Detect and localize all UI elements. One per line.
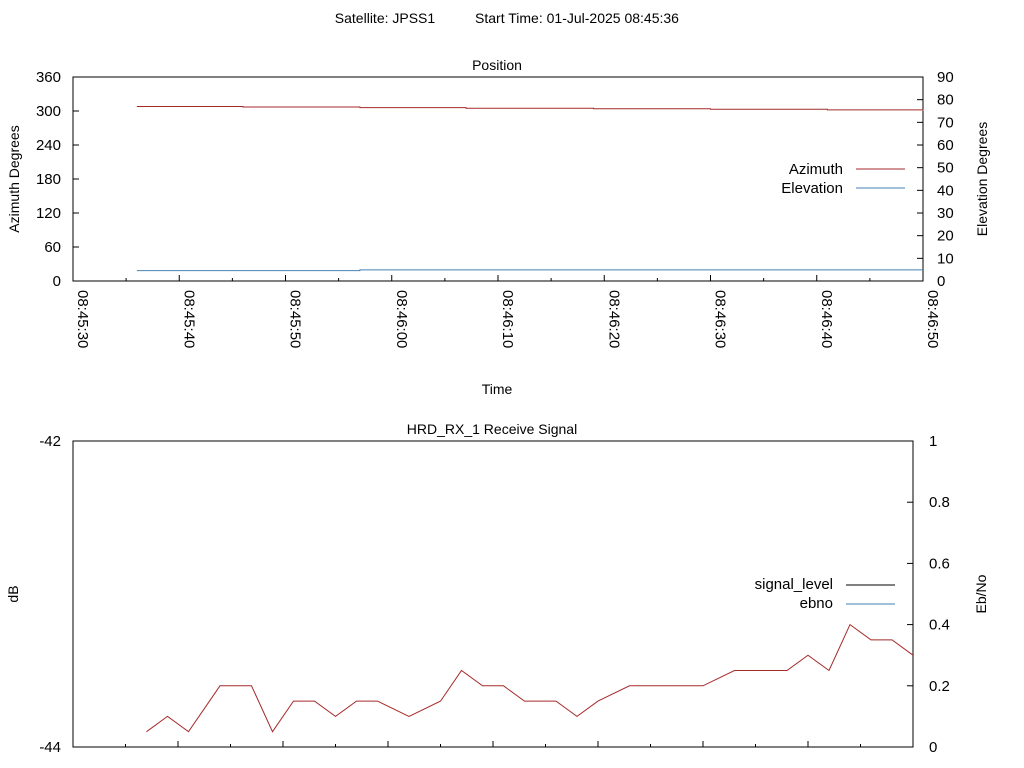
position-x-tick-label: 08:46:40 <box>818 290 835 348</box>
position-x-tick-label: 08:46:50 <box>924 290 941 348</box>
position-y-tick-label: 300 <box>36 103 61 120</box>
signal-y-tick-label: -44 <box>39 739 61 756</box>
signal-y2-tick-label: 0 <box>929 739 937 756</box>
position-x-tick-label: 08:46:30 <box>712 290 729 348</box>
signal-plot-frame <box>72 440 914 748</box>
signal-y-tick-label: -42 <box>39 433 61 450</box>
signal-title: HRD_RX_1 Receive Signal <box>407 421 577 437</box>
position-x-tick-label: 08:46:20 <box>605 290 622 348</box>
legend-elevation-label: Elevation <box>781 180 843 197</box>
position-y2-tick-label: 50 <box>937 160 954 177</box>
position-y2-tick-label: 30 <box>937 205 954 222</box>
position-y-tick-label: 360 <box>36 69 61 86</box>
position-y2label: Elevation Degrees <box>974 122 990 236</box>
azimuth-series-line <box>136 106 924 111</box>
position-x-tick-label: 08:45:30 <box>74 290 91 348</box>
signal-y2-tick-label: 0.6 <box>929 555 950 572</box>
position-y-tick-label: 120 <box>36 205 61 222</box>
signal-ylabel: dB <box>5 585 21 602</box>
position-x-tick-label: 08:45:50 <box>287 290 304 348</box>
position-y-tick-label: 180 <box>36 171 61 188</box>
position-xlabel: Time <box>482 381 513 397</box>
position-y-tick-label: 240 <box>36 137 61 154</box>
position-y2-tick-label: 90 <box>937 69 954 86</box>
position-y-tick-label: 0 <box>53 273 61 290</box>
position-ylabel: Azimuth Degrees <box>6 125 22 232</box>
signal-y2-tick-label: 0.4 <box>929 617 950 634</box>
position-y2-tick-label: 80 <box>937 92 954 109</box>
legend-azimuth-label: Azimuth <box>789 161 843 178</box>
position-title: Position <box>472 57 522 73</box>
position-x-tick-label: 08:46:00 <box>393 290 410 348</box>
position-chart: Position Azimuth Degrees Elevation Degre… <box>6 57 990 397</box>
position-y2-tick-label: 10 <box>937 250 954 267</box>
start-time-label: Start Time: 01-Jul-2025 08:45:36 <box>475 10 679 26</box>
legend-signal-level-label: signal_level <box>755 576 833 593</box>
position-y2-tick-label: 0 <box>937 273 945 290</box>
position-y2-tick-label: 60 <box>937 137 954 154</box>
satellite-label: Satellite: JPSS1 <box>335 10 436 26</box>
elevation-series-line <box>136 269 923 272</box>
position-x-tick-label: 08:46:10 <box>499 290 516 348</box>
receive-signal-chart: HRD_RX_1 Receive Signal dB Eb/No signal_… <box>5 421 989 748</box>
chart-marks: 060120180240300360010203040506070809008:… <box>36 69 954 756</box>
signal-y2-tick-label: 1 <box>929 433 937 450</box>
position-y-tick-label: 60 <box>44 239 61 256</box>
legend-ebno-label: ebno <box>800 595 833 612</box>
signal-y2-tick-label: 0.8 <box>929 494 950 511</box>
signal-y2-tick-label: 0.2 <box>929 678 950 695</box>
position-plot-frame <box>72 76 924 282</box>
position-y2-tick-label: 20 <box>937 228 954 245</box>
signal-trace-line <box>146 623 914 733</box>
position-y2-tick-label: 70 <box>937 114 954 131</box>
signal-y2label: Eb/No <box>973 574 989 613</box>
position-x-tick-label: 08:45:40 <box>180 290 197 348</box>
position-y2-tick-label: 40 <box>937 182 954 199</box>
